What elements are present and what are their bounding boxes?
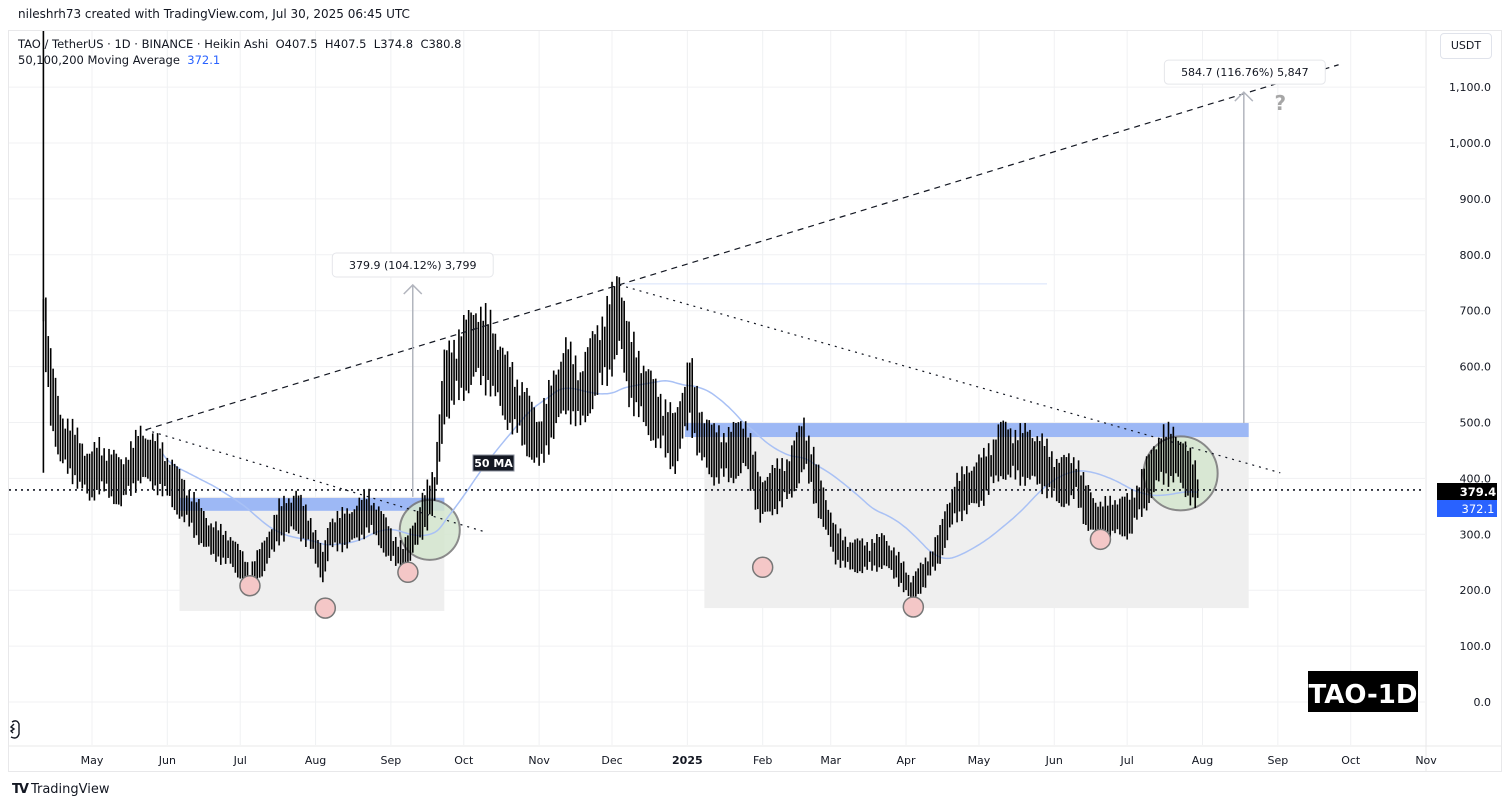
currency-button[interactable]: USDT bbox=[1440, 33, 1492, 59]
price-tick-label: 1,100.0 bbox=[1449, 81, 1491, 94]
candles-layer bbox=[42, 31, 1199, 598]
ma-price-text: 372.1 bbox=[1462, 502, 1495, 516]
last-price-text: 379.4 bbox=[1460, 485, 1496, 499]
time-tick-label: Sep bbox=[381, 754, 402, 767]
price-tick-label: 600.0 bbox=[1460, 361, 1492, 374]
price-tick-label: 700.0 bbox=[1460, 305, 1492, 318]
legend-ma-value: 372.1 bbox=[187, 53, 221, 67]
footer-brand-text: TradingView bbox=[30, 782, 110, 797]
swing-low-marker[interactable] bbox=[902, 596, 925, 618]
last-price-tag: 379.4 bbox=[1437, 483, 1497, 500]
time-tick-label: Apr bbox=[897, 754, 917, 767]
moving-average-layer bbox=[161, 380, 1198, 560]
falling-trendline[interactable] bbox=[619, 284, 1281, 474]
ma-price-tag: 372.1 bbox=[1437, 500, 1497, 517]
price-tick-label: 1,000.0 bbox=[1449, 137, 1491, 150]
measure-label-box bbox=[331, 252, 494, 278]
anchor-icon[interactable] bbox=[9, 720, 20, 739]
watermark-text: TAO-1D bbox=[1309, 680, 1418, 710]
time-tick-label: Mar bbox=[820, 754, 841, 767]
ma-price-box bbox=[1437, 500, 1497, 517]
time-tick-label: Feb bbox=[753, 754, 772, 767]
legend-symbol-row: TAO / TetherUS · 1D · BINANCE · Heikin A… bbox=[18, 36, 461, 52]
legend-symbol[interactable]: TAO / TetherUS · 1D · BINANCE · Heikin A… bbox=[18, 37, 269, 51]
price-tick-label: 300.0 bbox=[1460, 528, 1492, 541]
swing-low-marker[interactable] bbox=[314, 597, 337, 619]
price-tick-label: 900.0 bbox=[1460, 193, 1492, 206]
time-tick-label: 2025 bbox=[672, 754, 703, 767]
footer-brand[interactable]: TV TradingView bbox=[12, 782, 109, 797]
question-mark: ? bbox=[1274, 91, 1286, 115]
last-price-box bbox=[1437, 483, 1497, 500]
price-tick-label: 0.0 bbox=[1474, 696, 1492, 709]
ma-tag-text: 50 MA bbox=[474, 457, 513, 470]
chart-credit: nileshrh73 created with TradingView.com,… bbox=[18, 7, 410, 21]
price-axis: 1,100.0 1,000.0 900.0 800.0 700.0 600.0 500.0 4… bbox=[1425, 31, 1492, 771]
swing-low-marker[interactable] bbox=[1089, 528, 1112, 551]
swing-low-marker[interactable] bbox=[751, 556, 774, 579]
tradingview-logo-icon: TV bbox=[12, 782, 29, 797]
price-tick-label: 400.0 bbox=[1460, 472, 1492, 485]
price-tick-label: 200.0 bbox=[1460, 584, 1492, 597]
ma-tag-label: 50 MA bbox=[472, 454, 515, 472]
resistance-zone[interactable] bbox=[179, 497, 445, 511]
chart-legend: TAO / TetherUS · 1D · BINANCE · Heikin A… bbox=[18, 36, 461, 68]
legend-ma-label[interactable]: 50,100,200 Moving Average bbox=[18, 53, 180, 67]
legend-high: H407.5 bbox=[324, 37, 367, 51]
watermark-box bbox=[1308, 671, 1418, 712]
swing-low-marker[interactable] bbox=[239, 574, 261, 597]
legend-indicator-row: 50,100,200 Moving Average 372.1 bbox=[18, 52, 461, 68]
price-tick-label: 800.0 bbox=[1460, 249, 1492, 262]
arrow-up-icon bbox=[1234, 91, 1254, 102]
time-tick-label: Aug bbox=[1192, 754, 1213, 767]
arrow-up-icon bbox=[403, 283, 423, 295]
time-tick-label: Nov bbox=[528, 754, 550, 767]
swing-low-marker[interactable] bbox=[397, 561, 419, 584]
measure-label: 584.7 (116.76%) 5,847 bbox=[1181, 66, 1309, 79]
ma-tag-box bbox=[472, 454, 515, 472]
time-tick-label: Oct bbox=[454, 754, 474, 767]
drawings-background bbox=[179, 283, 1249, 611]
price-tick-label: 100.0 bbox=[1460, 640, 1492, 653]
time-tick-label: Nov bbox=[1415, 754, 1437, 767]
time-tick-label: Dec bbox=[601, 754, 622, 767]
time-tick-label: Oct bbox=[1341, 754, 1361, 767]
resistance-zone[interactable] bbox=[684, 423, 1249, 438]
ma50-line bbox=[161, 380, 1198, 560]
time-tick-label: Jul bbox=[233, 754, 247, 767]
price-tick-label: 500.0 bbox=[1460, 417, 1492, 430]
time-tick-label: May bbox=[81, 754, 104, 767]
measure-label: 379.9 (104.12%) 3,799 bbox=[349, 259, 477, 272]
measure-label-box bbox=[1163, 59, 1326, 85]
legend-low: L374.8 bbox=[373, 37, 414, 51]
time-tick-label: Jul bbox=[1120, 754, 1134, 767]
chart-frame bbox=[8, 30, 1502, 772]
time-axis: May Jun Jul Aug Sep Oct Nov Dec 2025 Feb Mar Apr May… bbox=[9, 745, 1502, 767]
legend-close: C380.8 bbox=[420, 37, 462, 51]
grid-lines bbox=[9, 31, 1427, 745]
time-tick-label: Sep bbox=[1267, 754, 1288, 767]
time-tick-label: Aug bbox=[305, 754, 326, 767]
rising-trendline[interactable] bbox=[145, 64, 1339, 431]
time-tick-label: Jun bbox=[1045, 754, 1063, 767]
watermark: TAO-1D bbox=[1308, 671, 1418, 712]
legend-open: O407.5 bbox=[275, 37, 318, 51]
time-tick-label: May bbox=[968, 754, 991, 767]
time-tick-label: Jun bbox=[158, 754, 176, 767]
drawings-foreground: 379.9 (104.12%) 3,799 584.7 (116.76%) 5,8… bbox=[9, 59, 1425, 619]
